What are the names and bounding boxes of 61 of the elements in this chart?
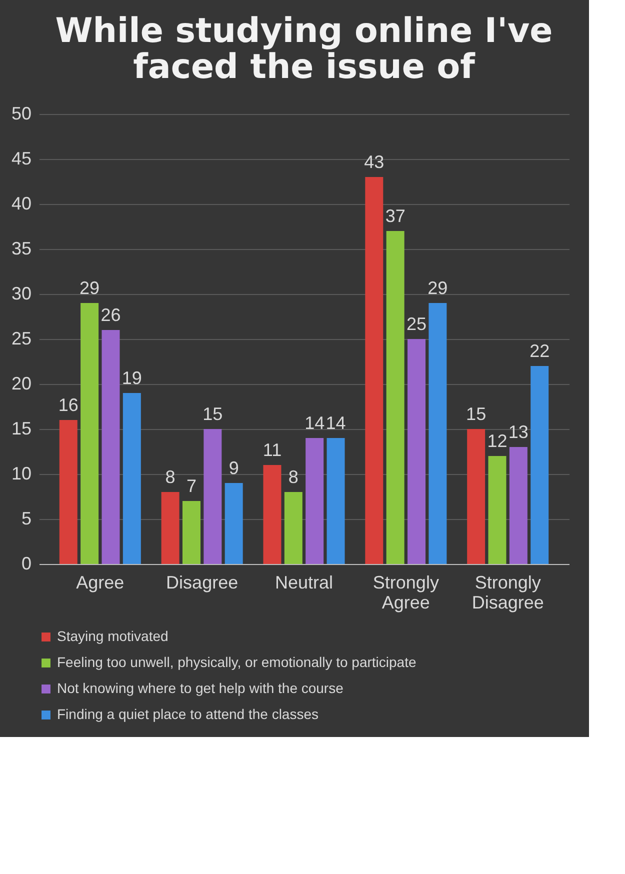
bar [224,483,243,564]
x-tick-label: Neutral [274,572,334,592]
data-label: 8 [165,467,176,487]
bar [530,366,549,564]
bar [161,492,180,564]
bar [365,177,384,564]
y-tick-label: 20 [11,374,32,394]
data-label: 16 [58,395,78,415]
bar [488,456,506,564]
bar [122,393,141,564]
x-tick-label: Disagree [166,572,238,592]
y-tick-label: 10 [11,464,32,484]
data-label: 29 [80,278,100,298]
bar [306,438,324,564]
bar [204,429,222,564]
y-tick-label: 50 [11,104,32,124]
data-label: 14 [304,413,325,433]
y-tick-label: 35 [11,238,32,258]
bar [182,501,200,564]
x-tick-label: Strongly Disagree [472,572,544,612]
bar [326,438,345,564]
data-label: 15 [466,404,486,424]
x-tick-label: Strongly Agree [372,572,439,612]
data-label: 29 [428,278,448,298]
bar [102,330,120,564]
data-label: 13 [508,422,528,442]
bar [408,339,426,564]
y-tick-label: 0 [21,554,32,574]
y-tick-label: 15 [11,418,32,438]
bar [509,447,528,564]
chart-title: While studying online I've faced the issue of [55,11,553,87]
bar [386,231,404,564]
data-label: 25 [406,314,427,334]
y-tick-label: 30 [11,284,32,304]
data-label: 15 [202,404,223,424]
bar [80,303,99,564]
data-label: 26 [100,305,121,325]
data-label: 12 [487,431,508,451]
data-label: 37 [385,206,406,226]
bar [428,303,447,564]
y-tick-label: 5 [21,508,32,528]
data-label: 19 [122,368,142,388]
data-label: 8 [288,467,298,487]
legend-label: Feeling too unwell, physically, or emotionally to participate [57,654,416,670]
y-tick-label: 25 [11,328,32,348]
legend-label: Staying motivated [57,628,168,644]
x-tick-label: Agree [76,572,124,592]
data-label: 14 [326,413,346,433]
data-label: 11 [262,440,282,460]
bar [284,492,302,564]
y-tick-label: 40 [11,194,32,214]
bar [467,429,486,564]
legend-label: Finding a quiet place to attend the classes [57,706,319,722]
data-label: 7 [186,476,196,496]
bar [263,465,282,564]
data-label: 22 [530,341,550,361]
y-tick-label: 45 [11,148,32,168]
bar [59,420,78,564]
data-label: 43 [364,152,384,172]
data-label: 9 [228,458,239,478]
legend-label: Not knowing where to get help with the course [57,680,344,696]
